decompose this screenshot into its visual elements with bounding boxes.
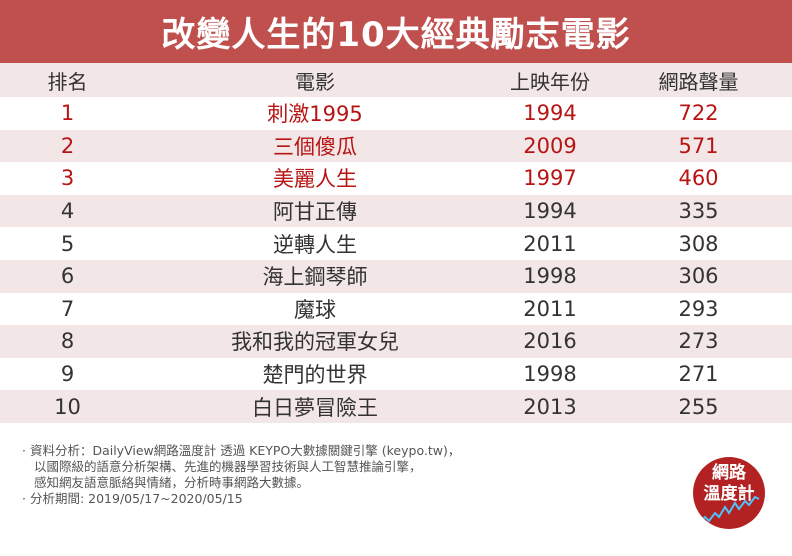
- page-title-text: 改變人生的10大經典勵志電影: [161, 15, 631, 55]
- note-source: · 資料分析：DailyView網路溫度計 透過 KEYPO大數據關鍵引擎 (k…: [22, 443, 461, 458]
- cell-year: 1994: [523, 199, 577, 224]
- table-row: 1 刺激1995 1994 722: [0, 97, 792, 130]
- cell-rank: 3: [60, 166, 75, 191]
- note-method-cont: 感知網友語意脈絡與情緒，分析時事網路大數據。: [34, 475, 310, 490]
- table-row: 5 逆轉人生 2011 308: [0, 227, 792, 260]
- table-header-row: 排名 電影 上映年份 網路聲量: [0, 63, 792, 97]
- cell-year: 2009: [523, 133, 577, 158]
- cell-volume: 460: [678, 166, 719, 191]
- cell-movie: 阿甘正傳: [273, 200, 357, 225]
- header-rank: 排名: [47, 69, 88, 94]
- table-row: 2 三個傻瓜 2009 571: [0, 129, 792, 163]
- cell-movie: 白日夢冒險王: [252, 395, 378, 420]
- ranking-table: 排名 電影 上映年份 網路聲量 1 刺激1995 1994 722 2 三個傻瓜…: [0, 63, 792, 423]
- table-row: 9 楚門的世界 1998 271: [0, 357, 792, 391]
- table-row: 7 魔球 2011 293: [0, 292, 792, 326]
- cell-movie: 我和我的冠軍女兒: [231, 330, 399, 355]
- cell-movie: 三個傻瓜: [273, 134, 357, 159]
- cell-year: 2011: [523, 296, 577, 321]
- cell-volume: 273: [678, 329, 719, 354]
- cell-year: 2016: [523, 329, 577, 354]
- cell-rank: 1: [60, 101, 75, 126]
- cell-volume: 308: [678, 231, 719, 256]
- cell-year: 1997: [523, 166, 577, 191]
- cell-rank: 4: [60, 199, 75, 224]
- header-movie: 電影: [295, 69, 335, 94]
- cell-volume: 722: [678, 101, 719, 126]
- cell-volume: 293: [678, 296, 719, 321]
- cell-year: 1998: [523, 362, 577, 387]
- table-row: 3 美麗人生 1997 460: [0, 162, 792, 195]
- dailyview-logo: 網路 溫度計: [693, 457, 765, 529]
- note-method: 以國際級的語意分析架構、先進的機器學習技術與人工智慧推論引擎，: [34, 459, 422, 474]
- cell-volume: 335: [678, 199, 719, 224]
- cell-volume: 255: [678, 394, 719, 419]
- cell-rank: 6: [60, 264, 75, 289]
- cell-year: 2011: [523, 231, 577, 256]
- logo-text-line2: 溫度計: [703, 484, 755, 504]
- table-row: 8 我和我的冠軍女兒 2016 273: [0, 325, 792, 358]
- cell-movie: 刺激1995: [267, 102, 363, 127]
- table-row: 6 海上鋼琴師 1998 306: [0, 259, 792, 293]
- cell-movie: 楚門的世界: [262, 363, 368, 388]
- cell-rank: 10: [54, 394, 81, 419]
- header-year: 上映年份: [510, 69, 590, 94]
- table-row: 10 白日夢冒險王 2013 255: [0, 390, 792, 423]
- cell-year: 2013: [523, 394, 577, 419]
- cell-rank: 5: [60, 231, 75, 256]
- logo-text-line1: 網路: [712, 463, 746, 483]
- table-row: 4 阿甘正傳 1994 335: [0, 194, 792, 228]
- trend-line-icon: [698, 495, 760, 524]
- page-title: 改變人生的10大經典勵志電影: [0, 0, 792, 63]
- cell-volume: 271: [678, 362, 719, 387]
- footnotes: · 資料分析：DailyView網路溫度計 透過 KEYPO大數據關鍵引擎 (k…: [22, 443, 662, 507]
- cell-rank: 2: [60, 133, 75, 158]
- cell-volume: 306: [678, 264, 719, 289]
- cell-year: 1994: [523, 101, 577, 126]
- cell-movie: 美麗人生: [273, 167, 357, 192]
- cell-movie: 海上鋼琴師: [262, 265, 368, 290]
- cell-rank: 8: [60, 329, 75, 354]
- cell-movie: 魔球: [294, 297, 336, 322]
- cell-rank: 9: [60, 362, 75, 387]
- note-period: · 分析期間: 2019/05/17~2020/05/15: [22, 491, 243, 506]
- cell-volume: 571: [678, 133, 719, 158]
- header-volume: 網路聲量: [658, 69, 739, 94]
- cell-year: 1998: [523, 264, 577, 289]
- cell-rank: 7: [60, 296, 75, 321]
- cell-movie: 逆轉人生: [273, 232, 357, 257]
